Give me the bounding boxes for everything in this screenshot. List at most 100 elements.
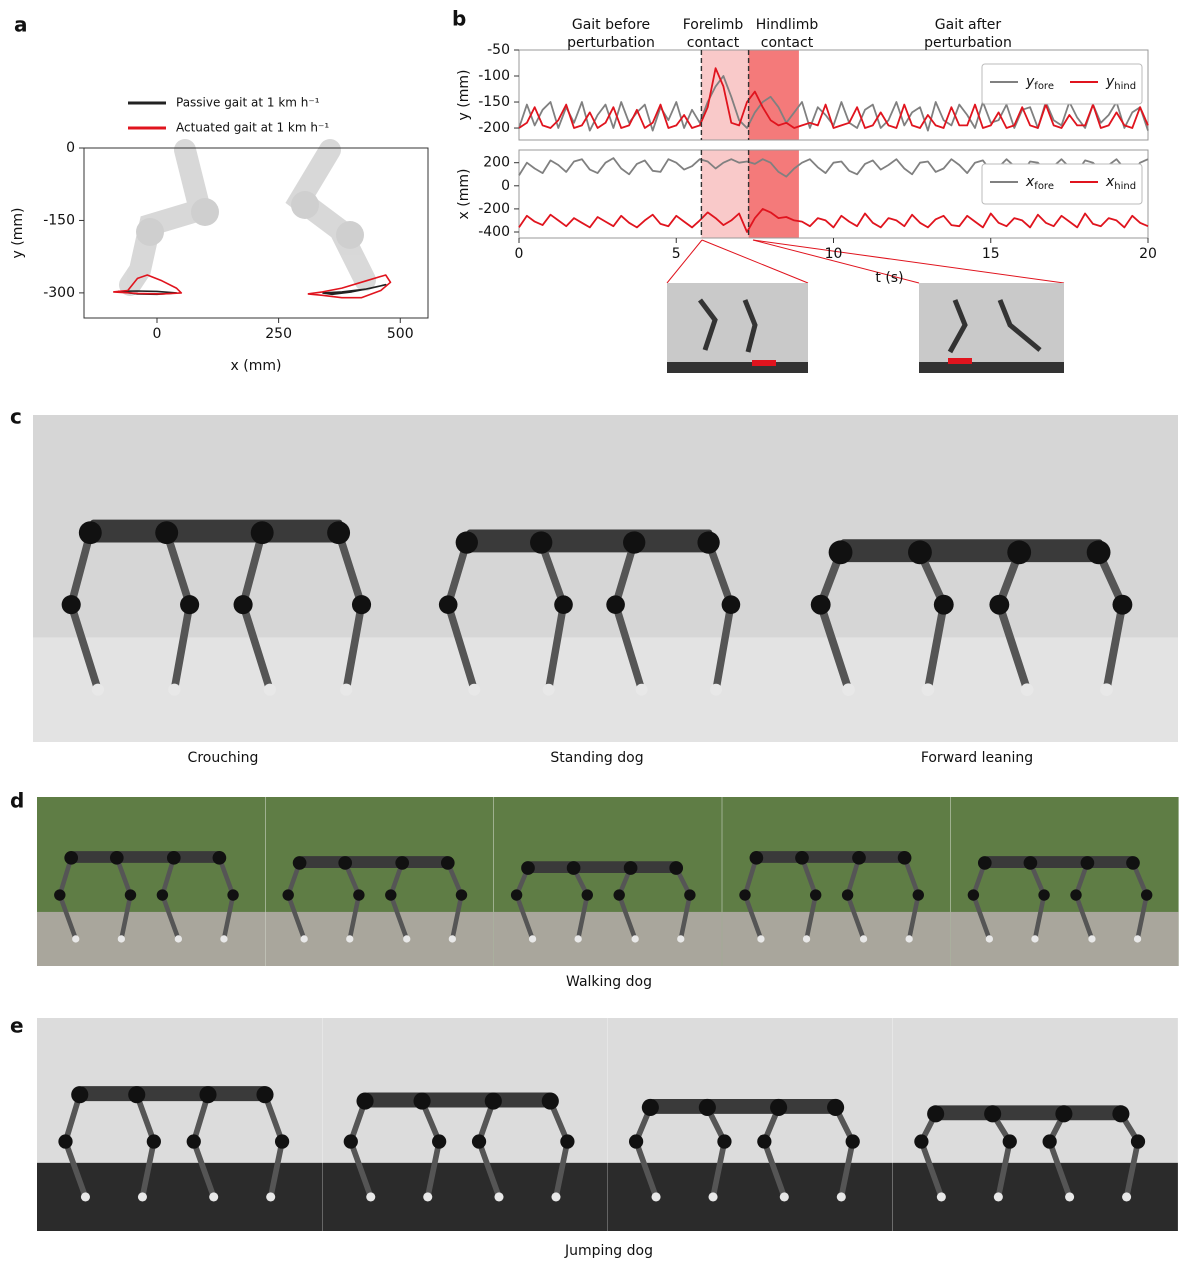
robot-joint bbox=[234, 595, 253, 614]
robot-foot bbox=[837, 1192, 846, 1201]
robot-joint bbox=[582, 889, 593, 900]
robot-joint bbox=[530, 531, 552, 553]
robot-joint bbox=[560, 1134, 574, 1148]
robot-joint bbox=[842, 889, 853, 900]
y-tick-label: -400 bbox=[478, 224, 510, 240]
x-tick-label: 15 bbox=[982, 246, 1000, 262]
panel-label: e bbox=[10, 1014, 24, 1038]
robot-joint bbox=[472, 1134, 486, 1148]
robot-body bbox=[650, 1099, 838, 1114]
robot-joint bbox=[795, 851, 809, 865]
robot-body bbox=[365, 1093, 553, 1108]
robot-foot bbox=[551, 1192, 560, 1201]
robot-foot bbox=[906, 935, 913, 942]
photo bbox=[722, 797, 950, 966]
robot-joint bbox=[1131, 1134, 1145, 1148]
robot-joint bbox=[542, 1093, 559, 1110]
robot-joint bbox=[1141, 889, 1152, 900]
robot-foot bbox=[1100, 683, 1113, 696]
robot-joint bbox=[256, 1086, 273, 1103]
x-axis-label: t (s) bbox=[875, 270, 903, 286]
robot-joint bbox=[157, 889, 168, 900]
robot-joint bbox=[606, 595, 625, 614]
robot-joint bbox=[1112, 1105, 1129, 1122]
robot-foot bbox=[403, 935, 410, 942]
robot-foot bbox=[92, 684, 104, 696]
robot-joint bbox=[283, 889, 294, 900]
robot-joint bbox=[968, 889, 979, 900]
photo bbox=[37, 1018, 322, 1231]
robot-joint bbox=[79, 521, 102, 544]
robot-joint bbox=[344, 1134, 358, 1148]
robot-joint bbox=[432, 1134, 446, 1148]
robot-joint bbox=[699, 1099, 716, 1116]
annotation: contact bbox=[687, 35, 740, 51]
robot-foot bbox=[1134, 935, 1141, 942]
robot-joint bbox=[623, 531, 645, 553]
photo bbox=[608, 1018, 893, 1231]
robot-joint bbox=[353, 889, 364, 900]
robot-joint bbox=[669, 861, 683, 875]
y-tick-label: -150 bbox=[478, 94, 510, 110]
robot-joint bbox=[984, 1105, 1001, 1122]
robot-foot bbox=[757, 935, 764, 942]
robot-foot bbox=[708, 1192, 717, 1201]
robot-body bbox=[467, 529, 713, 552]
robot-body bbox=[985, 856, 1135, 868]
panel-label: d bbox=[10, 789, 24, 813]
robot-foot bbox=[138, 1192, 147, 1201]
robot-body bbox=[936, 1105, 1124, 1120]
robot-joint bbox=[167, 851, 181, 865]
robot-foot bbox=[168, 684, 180, 696]
photo bbox=[494, 797, 722, 966]
x-tick-label: 0 bbox=[515, 246, 524, 262]
background-photo bbox=[130, 150, 365, 285]
robot-joint bbox=[908, 540, 932, 564]
annotation: Forelimb bbox=[683, 17, 744, 33]
robot-foot bbox=[986, 935, 993, 942]
robot-foot bbox=[1088, 935, 1095, 942]
robot-joint bbox=[1126, 856, 1140, 870]
robot-body bbox=[90, 520, 342, 543]
robot-joint bbox=[338, 856, 352, 870]
robot-joint bbox=[521, 861, 535, 875]
robot-joint bbox=[739, 889, 750, 900]
robot-foot bbox=[529, 935, 536, 942]
robot-joint bbox=[147, 1134, 161, 1148]
robot-joint bbox=[722, 595, 741, 614]
robot-joint bbox=[485, 1093, 502, 1110]
robot-foot bbox=[220, 935, 227, 942]
caption: Crouching bbox=[188, 750, 259, 766]
robot-foot bbox=[842, 683, 855, 696]
robot-joint bbox=[898, 851, 912, 865]
robot-joint bbox=[327, 521, 350, 544]
robot-body bbox=[528, 861, 678, 873]
robot-joint bbox=[717, 1134, 731, 1148]
legend-label: Passive gait at 1 km h⁻¹ bbox=[176, 96, 320, 110]
robot-foot bbox=[575, 935, 582, 942]
robot-joint bbox=[624, 861, 638, 875]
robot-foot bbox=[340, 684, 352, 696]
robot-joint bbox=[852, 851, 866, 865]
robot-foot bbox=[632, 935, 639, 942]
robot-foot bbox=[346, 935, 353, 942]
robot-joint bbox=[697, 531, 719, 553]
annotation: contact bbox=[761, 35, 814, 51]
robot-joint bbox=[439, 595, 458, 614]
robot-foot bbox=[636, 684, 648, 696]
robot-joint bbox=[110, 851, 124, 865]
robot-foot bbox=[118, 935, 125, 942]
x-tick-label: 500 bbox=[387, 326, 414, 342]
robot-joint bbox=[1081, 856, 1095, 870]
robot-body bbox=[841, 539, 1103, 562]
y-tick-label: 0 bbox=[501, 178, 510, 194]
robot-joint bbox=[125, 889, 136, 900]
robot-joint bbox=[1003, 1134, 1017, 1148]
robot-joint bbox=[385, 889, 396, 900]
y-tick-label: -200 bbox=[478, 120, 510, 136]
y-tick-label: 0 bbox=[66, 140, 75, 156]
y-tick-label: -200 bbox=[478, 201, 510, 217]
robot-joint bbox=[54, 889, 65, 900]
series-line bbox=[519, 209, 1148, 232]
robot-joint bbox=[71, 1086, 88, 1103]
